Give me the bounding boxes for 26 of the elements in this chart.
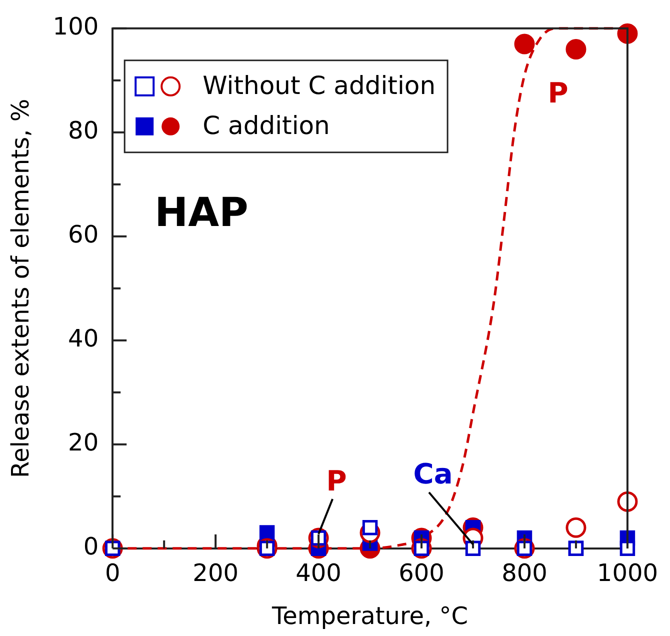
y-tick-label: 40 [68,324,99,353]
x-axis-title: Temperature, °C [271,602,468,630]
y-tick-label: 80 [68,116,99,145]
x-tick-label: 800 [502,559,548,588]
y-tick-label: 20 [68,428,99,457]
annotation: Ca [413,458,453,491]
legend-label: Without C addition [202,70,436,100]
point [259,525,275,540]
legend-label: C addition [202,110,330,140]
y-axis-title: Release extents of elements, % [6,98,35,478]
x-tick-label: 200 [192,559,238,588]
point [465,540,481,556]
annotation: P [548,76,568,110]
point [514,34,535,54]
x-tick-label: 600 [398,559,444,588]
point [620,540,636,556]
x-tick-label: 0 [104,559,120,588]
annotation: P [326,464,347,498]
y-tick-label: 60 [68,220,99,249]
y-tick-label: 100 [52,12,99,41]
point [566,38,586,60]
point [566,517,586,538]
y-tick-label: 0 [83,532,99,561]
annotation: HAP [154,190,248,236]
x-tick-label: 1000 [596,559,658,588]
x-tick-label: 400 [296,559,342,588]
